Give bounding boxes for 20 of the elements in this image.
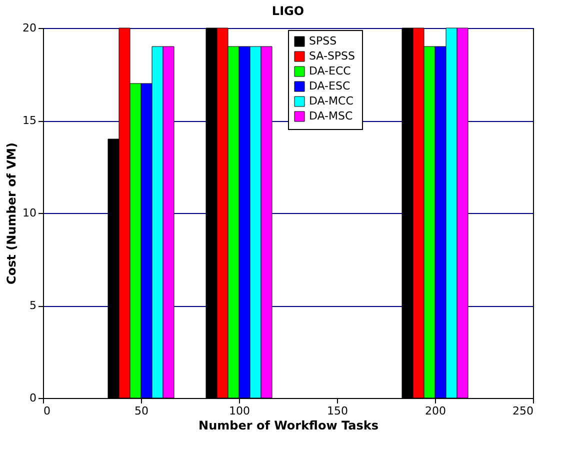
y-tick-label: 10 (22, 206, 36, 220)
legend-label: DA-MCC (309, 94, 354, 108)
y-tick-label: 0 (30, 392, 36, 404)
chart-title: LIGO (272, 4, 304, 18)
y-tick-label: 15 (22, 114, 36, 127)
legend-label: SA-SPSS (309, 50, 356, 62)
x-tick-label: 200 (425, 404, 446, 418)
legend-label: DA-ESC (309, 80, 350, 92)
x-axis-title: Number of Workflow Tasks (198, 418, 378, 432)
legend-label: DA-MSC (309, 110, 353, 122)
x-tick-label: 0 (44, 404, 50, 418)
legend-label: DA-ECC (309, 64, 352, 78)
y-axis-title: Cost (Number of VM) (4, 142, 19, 284)
x-tick-label: 250 (512, 404, 534, 418)
x-tick-label: 50 (134, 404, 148, 418)
x-tick-label: 150 (327, 404, 348, 418)
y-tick-label: 20 (22, 22, 36, 34)
y-tick-label: 5 (30, 299, 36, 312)
x-tick-label: 100 (229, 404, 250, 418)
legend-label: SPSS (309, 34, 337, 48)
